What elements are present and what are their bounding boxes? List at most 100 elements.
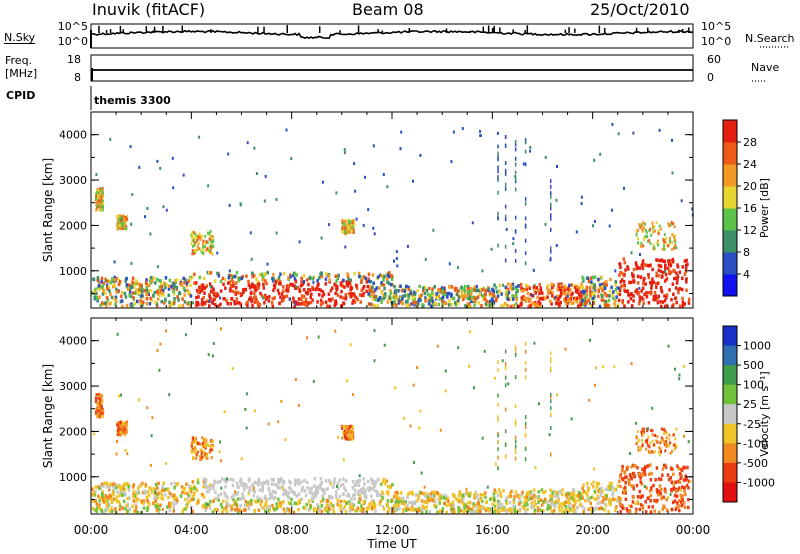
- velocity-echo-cell: [210, 484, 214, 488]
- power-echo-cell: [162, 205, 165, 209]
- velocity-echo-cell: [639, 503, 643, 507]
- power-colorbar-segment: [723, 120, 737, 143]
- velocity-echo-cell: [533, 495, 536, 499]
- velocity-echo-cell: [307, 507, 310, 512]
- power-echo-cell: [536, 288, 540, 293]
- power-echo-cell: [677, 290, 680, 295]
- power-echo-cell: [455, 286, 458, 291]
- power-echo-cell: [575, 287, 578, 291]
- velocity-echo-cell: [609, 502, 612, 507]
- power-echo-cell: [540, 296, 543, 301]
- power-echo-cell: [559, 284, 563, 289]
- power-echo-cell: [199, 247, 202, 251]
- velocity-colorbar-segment: [723, 443, 737, 464]
- power-echo-cell: [603, 286, 607, 291]
- velocity-echo-cell: [240, 480, 243, 485]
- velocity-echo-cell: [537, 506, 540, 510]
- velocity-echo-cell: [505, 509, 508, 514]
- velocity-echo-cell: [349, 424, 352, 428]
- velocity-echo-cell: [479, 497, 483, 502]
- velocity-echo-cell: [663, 432, 666, 436]
- velocity-echo-cell: [514, 422, 517, 427]
- power-echo-cell: [580, 293, 584, 298]
- power-echo-cell: [355, 286, 359, 290]
- power-echo-cell: [207, 231, 210, 235]
- velocity-echo-cell: [387, 492, 390, 496]
- power-echo-cell: [121, 304, 124, 309]
- velocity-echo-cell: [619, 502, 623, 507]
- power-echo-cell: [616, 286, 619, 290]
- velocity-echo-cell: [608, 497, 611, 502]
- velocity-echo-cell: [245, 392, 248, 396]
- velocity-echo-cell: [423, 500, 426, 504]
- velocity-echo-cell: [140, 499, 143, 503]
- power-echo-cell: [602, 281, 606, 286]
- power-echo-cell: [131, 276, 135, 280]
- power-echo-cell: [375, 286, 378, 290]
- power-echo-cell: [467, 302, 471, 306]
- power-echo-cell: [128, 293, 131, 298]
- power-echo-cell: [661, 300, 665, 304]
- power-echo-cell: [195, 303, 198, 307]
- velocity-echo-cell: [305, 502, 308, 507]
- power-echo-cell: [227, 152, 230, 156]
- velocity-echo-cell: [525, 495, 529, 500]
- velocity-echo-cell: [209, 483, 212, 487]
- velocity-echo-cell: [359, 497, 362, 501]
- power-echo-cell: [546, 295, 549, 299]
- velocity-echo-cell: [279, 504, 283, 508]
- power-echo-cell: [144, 288, 147, 293]
- power-echo-cell: [551, 294, 554, 298]
- velocity-echo-cell: [493, 498, 496, 502]
- velocity-echo-cell: [492, 492, 496, 496]
- velocity-echo-cell: [524, 433, 527, 438]
- power-echo-cell: [401, 301, 404, 306]
- velocity-echo-cell: [271, 503, 274, 508]
- velocity-echo-cell: [154, 504, 157, 508]
- power-echo-cell: [278, 282, 282, 286]
- velocity-echo-cell: [365, 506, 369, 511]
- power-echo-cell: [156, 289, 159, 294]
- power-echo-cell: [672, 292, 675, 297]
- velocity-echo-cell: [667, 496, 670, 500]
- velocity-echo-cell: [100, 404, 103, 408]
- power-echo-cell: [641, 266, 645, 271]
- power-echo-cell: [197, 295, 200, 299]
- power-echo-cell: [206, 270, 210, 275]
- power-echo-cell: [564, 299, 567, 303]
- power-echo-cell: [371, 297, 375, 301]
- velocity-echo-cell: [360, 488, 363, 492]
- velocity-echo-cell: [624, 491, 627, 495]
- power-echo-cell: [130, 261, 133, 265]
- velocity-echo-cell: [309, 505, 313, 509]
- power-echo-cell: [382, 173, 385, 176]
- power-echo-cell: [202, 248, 205, 252]
- power-echo-cell: [217, 274, 221, 278]
- velocity-echo-cell: [639, 495, 642, 500]
- power-echo-cell: [685, 280, 688, 284]
- velocity-echo-cell: [262, 480, 265, 485]
- velocity-echo-cell: [379, 499, 382, 504]
- velocity-echo-cell: [537, 495, 540, 499]
- velocity-echo-cell: [625, 475, 628, 479]
- power-echo-cell: [364, 175, 366, 179]
- velocity-echo-cell: [191, 486, 194, 490]
- power-echo-cell: [210, 240, 213, 244]
- power-echo-cell: [593, 295, 596, 299]
- velocity-echo-cell: [168, 491, 172, 495]
- velocity-echo-cell: [202, 484, 205, 489]
- velocity-echo-cell: [351, 431, 354, 434]
- velocity-echo-cell: [497, 447, 499, 452]
- power-echo-cell: [607, 298, 611, 303]
- velocity-echo-cell: [331, 503, 334, 508]
- velocity-echo-cell: [282, 507, 286, 512]
- velocity-echo-cell: [364, 496, 368, 500]
- velocity-echo-cell: [557, 498, 561, 502]
- power-echo-cell: [124, 295, 128, 299]
- power-echo-cell: [208, 234, 211, 238]
- power-echo-cell: [262, 286, 265, 290]
- velocity-echo-cell: [582, 510, 585, 514]
- power-echo-cell: [610, 285, 613, 290]
- power-echo-cell: [636, 274, 640, 279]
- velocity-echo-cell: [239, 504, 242, 508]
